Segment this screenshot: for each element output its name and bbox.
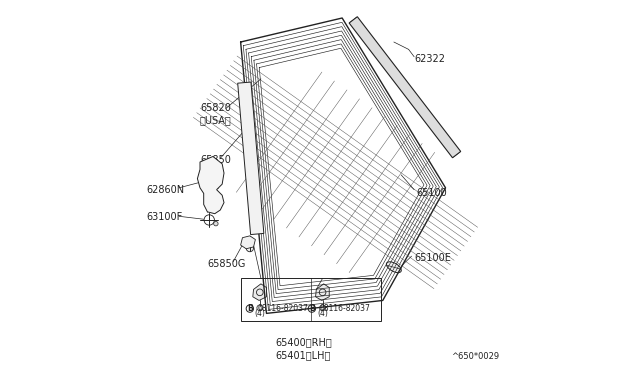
Text: 65850: 65850 bbox=[200, 155, 231, 165]
Text: 65850G: 65850G bbox=[207, 259, 246, 269]
Circle shape bbox=[257, 305, 263, 311]
Text: 65100E: 65100E bbox=[414, 253, 451, 263]
Text: 65400（RH）
65401（LH）: 65400（RH） 65401（LH） bbox=[275, 337, 332, 360]
Polygon shape bbox=[197, 157, 224, 214]
Text: B: B bbox=[309, 304, 315, 313]
Polygon shape bbox=[237, 82, 264, 235]
Text: B: B bbox=[247, 304, 253, 313]
Circle shape bbox=[246, 244, 253, 252]
Text: 08116-82037: 08116-82037 bbox=[257, 304, 308, 313]
Circle shape bbox=[214, 221, 218, 226]
Text: (4): (4) bbox=[254, 309, 265, 318]
Text: 63100F: 63100F bbox=[147, 212, 182, 222]
Polygon shape bbox=[253, 284, 266, 301]
Polygon shape bbox=[316, 284, 329, 301]
Circle shape bbox=[319, 305, 326, 311]
Ellipse shape bbox=[387, 262, 401, 273]
Text: (4): (4) bbox=[317, 309, 328, 318]
Polygon shape bbox=[241, 236, 255, 249]
Text: 62860N: 62860N bbox=[147, 185, 184, 195]
Text: ^650*0029: ^650*0029 bbox=[451, 352, 499, 361]
Text: 62322: 62322 bbox=[414, 54, 445, 64]
Text: 65820
（USA）: 65820 （USA） bbox=[200, 103, 232, 125]
Text: 08116-82037: 08116-82037 bbox=[319, 304, 370, 313]
Text: 65100: 65100 bbox=[416, 188, 447, 198]
Polygon shape bbox=[349, 17, 461, 158]
Bar bbox=[241, 278, 381, 321]
